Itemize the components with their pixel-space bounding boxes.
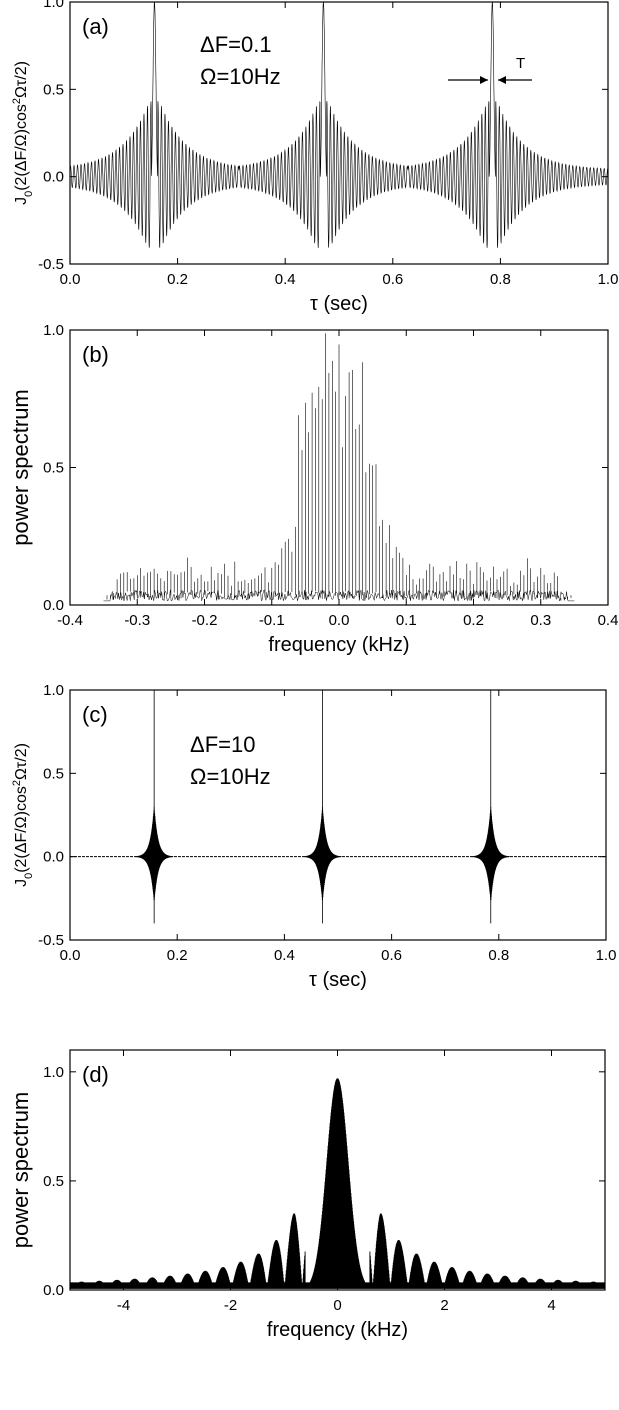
panel-label: (c) bbox=[82, 702, 108, 727]
y-tick-label: -0.5 bbox=[38, 256, 64, 273]
series-line bbox=[69, 1, 609, 249]
x-tick-label: -0.4 bbox=[57, 612, 83, 629]
y-tick-label: 1.0 bbox=[43, 1064, 64, 1081]
plot-frame bbox=[69, 1, 609, 265]
annotation-omega: Ω=10Hz bbox=[190, 764, 271, 789]
pulse-ringing bbox=[135, 806, 174, 901]
y-tick-label: 0.0 bbox=[43, 169, 64, 186]
panel-b: -0.4 -0.3 -0.2 -0.1 0.0 0.1 0.2 0.3 0.4 0.0 0.5 1.0… bbox=[8, 322, 618, 656]
x-tick-label: -2 bbox=[224, 1297, 237, 1314]
annotation-period: T bbox=[516, 55, 525, 72]
x-tick-label: 0.2 bbox=[167, 271, 188, 288]
series-spectrum bbox=[103, 333, 575, 602]
x-tick-label: 0.8 bbox=[488, 947, 509, 964]
spectrum-fill bbox=[69, 1078, 606, 1289]
x-axis-label: τ (sec) bbox=[309, 969, 367, 991]
y-axis-label: power spectrum bbox=[8, 389, 33, 546]
x-tick-label: 0.0 bbox=[60, 947, 81, 964]
y-tick-label: 0.5 bbox=[43, 81, 64, 98]
y-tick-label: -0.5 bbox=[38, 932, 64, 949]
x-tick-label: 0.1 bbox=[396, 612, 417, 629]
signal-curve bbox=[69, 1, 609, 249]
pulse-ringing bbox=[303, 806, 342, 901]
series-line bbox=[70, 690, 606, 924]
pulse bbox=[471, 690, 510, 924]
spectrum-spikes bbox=[103, 333, 572, 601]
y-tick-label: 0.0 bbox=[43, 597, 64, 614]
x-tick-label: 0.3 bbox=[530, 612, 551, 629]
y-tick-label: 1.0 bbox=[43, 322, 64, 339]
annotation-omega: Ω=10Hz bbox=[200, 64, 281, 89]
pulse-ringing bbox=[471, 806, 510, 901]
plot-frame bbox=[69, 689, 607, 941]
panel-label: (b) bbox=[82, 342, 109, 367]
panel-label: (d) bbox=[82, 1062, 109, 1087]
x-tick-label: 1.0 bbox=[598, 271, 619, 288]
annotation-delta-f: ΔF=10 bbox=[190, 732, 255, 757]
spectrum-floor bbox=[103, 589, 575, 602]
y-tick-label: 0.5 bbox=[43, 460, 64, 477]
x-tick-label: -0.2 bbox=[192, 612, 218, 629]
x-tick-label: 0.4 bbox=[275, 271, 296, 288]
panel-c: 0.0 0.2 0.4 0.6 0.8 1.0-0.50.00.51.0(c)τ (sec… bbox=[11, 682, 616, 991]
arrow-head-icon bbox=[480, 76, 488, 84]
panel-a: 0.0 0.2 0.4 0.6 0.8 1.0-0.50.00.51.0(a)τ (sec… bbox=[11, 0, 618, 315]
y-tick-label: 0.5 bbox=[43, 1173, 64, 1190]
x-tick-label: 4 bbox=[547, 1297, 555, 1314]
y-axis-label: J0(2(ΔF/Ω)cos2Ωτ/2) bbox=[11, 61, 35, 205]
x-tick-label: -0.3 bbox=[124, 612, 150, 629]
arrow-head-icon bbox=[498, 76, 506, 84]
y-tick-label: 1.0 bbox=[43, 682, 64, 699]
x-tick-label: 0.0 bbox=[60, 271, 81, 288]
panel-label: (a) bbox=[82, 14, 109, 39]
x-tick-label: 0.4 bbox=[274, 947, 295, 964]
y-axis-label: J0(2(ΔF/Ω)cos2Ωτ/2) bbox=[11, 743, 35, 887]
y-tick-label: 0.0 bbox=[43, 1282, 64, 1299]
x-tick-label: 0 bbox=[333, 1297, 341, 1314]
y-axis-label: power spectrum bbox=[8, 1092, 33, 1249]
x-tick-label: 0.6 bbox=[382, 271, 403, 288]
x-tick-label: 0.2 bbox=[463, 612, 484, 629]
y-tick-label: 0.5 bbox=[43, 765, 64, 782]
panel-d: -4 -2 0 2 4 0.0 0.5 1.0 (d) frequency (kHz) power … bbox=[8, 1049, 606, 1341]
x-tick-label: 0.8 bbox=[490, 271, 511, 288]
x-axis-label: frequency (kHz) bbox=[267, 1319, 408, 1341]
y-tick-label: 0.0 bbox=[43, 849, 64, 866]
x-tick-label: -0.1 bbox=[259, 612, 285, 629]
x-tick-label: 2 bbox=[440, 1297, 448, 1314]
x-tick-label: 0.4 bbox=[598, 612, 619, 629]
x-axis-label: τ (sec) bbox=[310, 293, 368, 315]
annotation-delta-f: ΔF=0.1 bbox=[200, 32, 272, 57]
x-tick-label: 1.0 bbox=[596, 947, 617, 964]
x-tick-label: 0.0 bbox=[329, 612, 350, 629]
pulse bbox=[303, 690, 342, 924]
x-tick-label: -4 bbox=[117, 1297, 130, 1314]
x-axis-label: frequency (kHz) bbox=[268, 634, 409, 656]
series-spectrum bbox=[69, 1078, 606, 1289]
x-tick-label: 0.2 bbox=[167, 947, 188, 964]
pulse bbox=[135, 690, 174, 924]
x-tick-label: 0.6 bbox=[381, 947, 402, 964]
y-tick-label: 1.0 bbox=[43, 0, 64, 11]
